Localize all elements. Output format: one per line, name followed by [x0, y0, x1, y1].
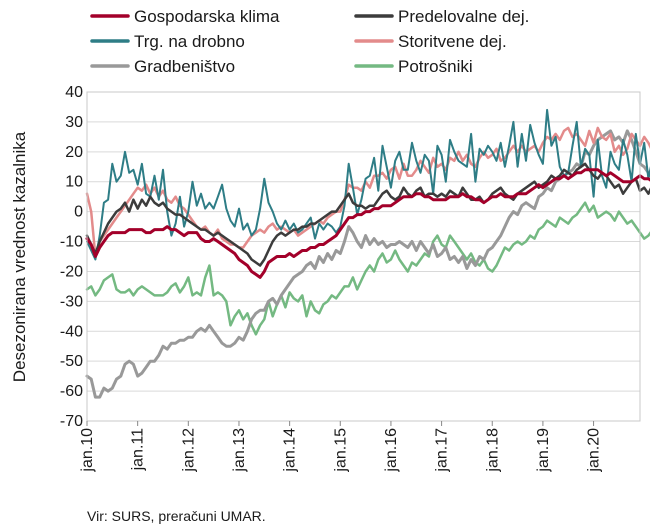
source-note: Vir: SURS, preračuni UMAR. [87, 508, 266, 524]
series-line [85, 168, 650, 279]
legend-label: Trg. na drobno [134, 32, 245, 51]
y-tick-label: -60 [60, 383, 83, 400]
series-line [85, 129, 650, 399]
y-tick-label: 40 [65, 84, 83, 101]
y-tick-label: 0 [74, 204, 83, 221]
x-tick-label: jan.10 [79, 428, 96, 473]
y-axis: 40 30 20 10 0 -10 -20 -30 -40 -50 -60 -70 [60, 84, 83, 430]
series-line [85, 162, 650, 267]
y-tick-label: -20 [60, 263, 83, 280]
legend: Gospodarska klima Predelovalne dej. Trg. n… [90, 7, 529, 76]
y-tick-label: 10 [65, 174, 83, 191]
y-tick-label: 30 [65, 114, 83, 131]
x-tick-label: jan.14 [282, 428, 299, 473]
x-axis: jan.10 jan.11 jan.12 jan.13 jan.14 jan.15 jan.… [79, 421, 603, 473]
legend-label: Predelovalne dej. [398, 7, 529, 26]
x-tick-label: jan.16 [383, 428, 400, 473]
x-tick-label: jan.17 [434, 428, 451, 473]
x-tick-label: jan.11 [130, 428, 147, 472]
y-tick-label: -30 [60, 293, 83, 310]
x-tick-label: jan.19 [535, 428, 552, 473]
series-layer [85, 108, 650, 399]
x-tick-label: jan.18 [484, 428, 501, 473]
plot-frame [86, 91, 641, 422]
series-line [85, 201, 650, 336]
legend-label: Potrošniki [398, 57, 473, 76]
legend-label: Gradbeništvo [134, 57, 235, 76]
legend-label: Storitvene dej. [398, 32, 507, 51]
y-tick-label: -70 [60, 413, 83, 430]
y-axis-label: Desezonirana vrednost kazalnika [10, 131, 29, 382]
legend-label: Gospodarska klima [134, 7, 280, 26]
x-tick-label: jan.15 [332, 428, 349, 473]
y-tick-label: -50 [60, 353, 83, 370]
y-tick-label: 20 [65, 144, 83, 161]
x-tick-label: jan.13 [231, 428, 248, 473]
y-tick-label: -10 [60, 234, 83, 251]
series-line [86, 108, 650, 261]
x-tick-label: jan.12 [180, 428, 197, 473]
series-line [85, 126, 650, 258]
y-tick-label: -40 [60, 323, 83, 340]
x-tick-label: jan.20 [586, 428, 603, 473]
